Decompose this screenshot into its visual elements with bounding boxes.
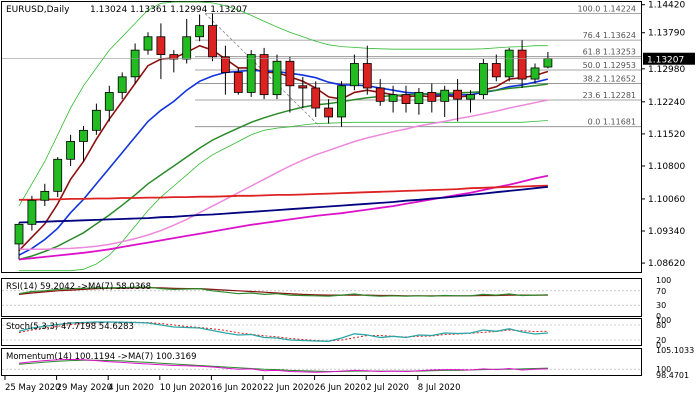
candle-body bbox=[40, 190, 50, 201]
candle-body bbox=[14, 223, 24, 245]
moving-average-line bbox=[19, 99, 549, 251]
candle-body bbox=[427, 92, 437, 102]
fibo-level-label: 38.2 1.12652 bbox=[583, 74, 636, 83]
bollinger-lower-line bbox=[19, 120, 548, 272]
momentum-ma-line bbox=[18, 359, 548, 372]
candle-body bbox=[298, 85, 308, 89]
candle-body bbox=[491, 63, 501, 78]
time-axis-label: 29 May 2020 bbox=[57, 383, 112, 393]
candle-body bbox=[324, 107, 334, 118]
candle-body bbox=[156, 36, 166, 55]
indicator-axis-label: 30 bbox=[656, 301, 666, 310]
candle-body bbox=[79, 129, 88, 142]
candle-body bbox=[53, 158, 63, 192]
indicator-axis-label: 98.4701 bbox=[656, 371, 689, 380]
candle-body bbox=[414, 92, 424, 104]
time-axis-label: 25 May 2020 bbox=[5, 383, 60, 393]
indicator-axis-label: 105.1033 bbox=[656, 346, 694, 355]
time-axis-label: 2 Jul 2020 bbox=[366, 383, 409, 393]
time-axis-label: 10 Jun 2020 bbox=[160, 383, 211, 393]
price-axis-label: 1.09340 bbox=[648, 227, 685, 237]
candle-body bbox=[478, 63, 488, 96]
candle-body bbox=[466, 94, 475, 100]
candle-body bbox=[208, 25, 217, 58]
candle-body bbox=[143, 36, 153, 51]
fibo-level-label: 100.0 1.14224 bbox=[577, 4, 636, 13]
indicator-axis-label: 80 bbox=[656, 321, 666, 330]
candle-body bbox=[401, 94, 411, 104]
stoch-main-line bbox=[18, 321, 548, 342]
moving-average-line bbox=[19, 184, 548, 201]
time-axis-label: 8 Jul 2020 bbox=[418, 383, 461, 393]
candle-body bbox=[220, 56, 230, 73]
indicator-axis-label: 100 bbox=[656, 276, 671, 285]
stoch-label: Stoch(5,3,3) 47.7198 54.6283 bbox=[6, 322, 134, 332]
fibo-level-label: 23.6 1.12281 bbox=[583, 91, 636, 100]
indicator-axis-label: 100 bbox=[656, 365, 671, 374]
candle-body bbox=[337, 85, 346, 118]
candle-body bbox=[543, 58, 553, 68]
chart-header-symbol: EURUSD,Daily bbox=[6, 5, 70, 15]
time-axis-label: 22 Jun 2020 bbox=[263, 383, 314, 393]
chart-header-ohlc: 1.13024 1.13361 1.12994 1.13207 bbox=[90, 5, 247, 15]
price-axis-label: 1.13790 bbox=[648, 29, 685, 39]
indicator-axis-label: 20 bbox=[656, 336, 666, 345]
bollinger-upper-line bbox=[18, 1, 548, 207]
moving-average-line bbox=[18, 174, 549, 261]
price-axis-label: 1.12980 bbox=[648, 65, 685, 75]
candle-body bbox=[130, 49, 140, 78]
candle-body bbox=[388, 94, 398, 102]
indicator-axis-label: 100 bbox=[656, 316, 671, 325]
candle-body bbox=[375, 87, 385, 102]
candle-body bbox=[453, 89, 463, 100]
candle-body bbox=[195, 25, 205, 38]
candle-body bbox=[362, 63, 372, 89]
candle-body bbox=[233, 71, 243, 93]
fibo-level-label: 0.0 1.11681 bbox=[588, 118, 636, 127]
candle-body bbox=[285, 60, 295, 87]
candle-body bbox=[517, 49, 527, 80]
momentum-line bbox=[18, 358, 548, 373]
price-axis-label: 1.12240 bbox=[648, 98, 685, 108]
candle-body bbox=[66, 141, 75, 160]
indicator-axis-label: 70 bbox=[656, 287, 666, 296]
rsi-line bbox=[18, 286, 548, 297]
current-price-box bbox=[643, 52, 695, 65]
time-axis-label: 26 Jun 2020 bbox=[315, 383, 366, 393]
candle-body bbox=[117, 76, 127, 93]
indicator-axis-label: 0 bbox=[656, 312, 661, 321]
candle-body bbox=[259, 54, 269, 96]
candle-body bbox=[349, 63, 359, 87]
moving-average-line bbox=[18, 186, 548, 224]
time-axis-label: 4 Jun 2020 bbox=[108, 383, 154, 393]
candle-body bbox=[272, 60, 282, 96]
price-axis-label: 1.10800 bbox=[648, 162, 685, 172]
candle-body bbox=[92, 109, 101, 131]
fibo-level-label: 61.8 1.13253 bbox=[583, 48, 636, 57]
fibo-level-label: 76.4 1.13624 bbox=[583, 31, 636, 40]
candle-body bbox=[27, 199, 37, 225]
candle-body bbox=[504, 49, 514, 78]
price-axis-label: 1.11520 bbox=[648, 130, 685, 140]
momentum-label: Momentum(14) 100.1194 ->MA(7) 100.3169 bbox=[6, 352, 196, 362]
stoch-pane-frame bbox=[1, 318, 642, 346]
fibo-level-label: 50.0 1.12953 bbox=[583, 61, 636, 70]
candle-body bbox=[311, 87, 321, 109]
current-price-label: 1.13207 bbox=[647, 56, 684, 66]
candle-body bbox=[169, 54, 179, 60]
candle-body bbox=[246, 54, 256, 93]
price-axis-label: 1.14420 bbox=[648, 1, 685, 11]
candle-body bbox=[104, 92, 114, 111]
candle-body bbox=[530, 67, 540, 80]
candle-body bbox=[440, 89, 450, 102]
main-pane-frame bbox=[1, 1, 642, 273]
indicator-axis-label: 0 bbox=[656, 341, 661, 350]
candle-body bbox=[182, 36, 192, 60]
rsi-pane-frame bbox=[1, 278, 642, 317]
price-axis-label: 1.10060 bbox=[648, 195, 685, 205]
price-axis-label: 1.08620 bbox=[648, 259, 685, 269]
rsi-label: RSI(14) 59.2042 ->MA(7) 58.0368 bbox=[6, 282, 151, 292]
time-axis-label: 16 Jun 2020 bbox=[211, 383, 262, 393]
